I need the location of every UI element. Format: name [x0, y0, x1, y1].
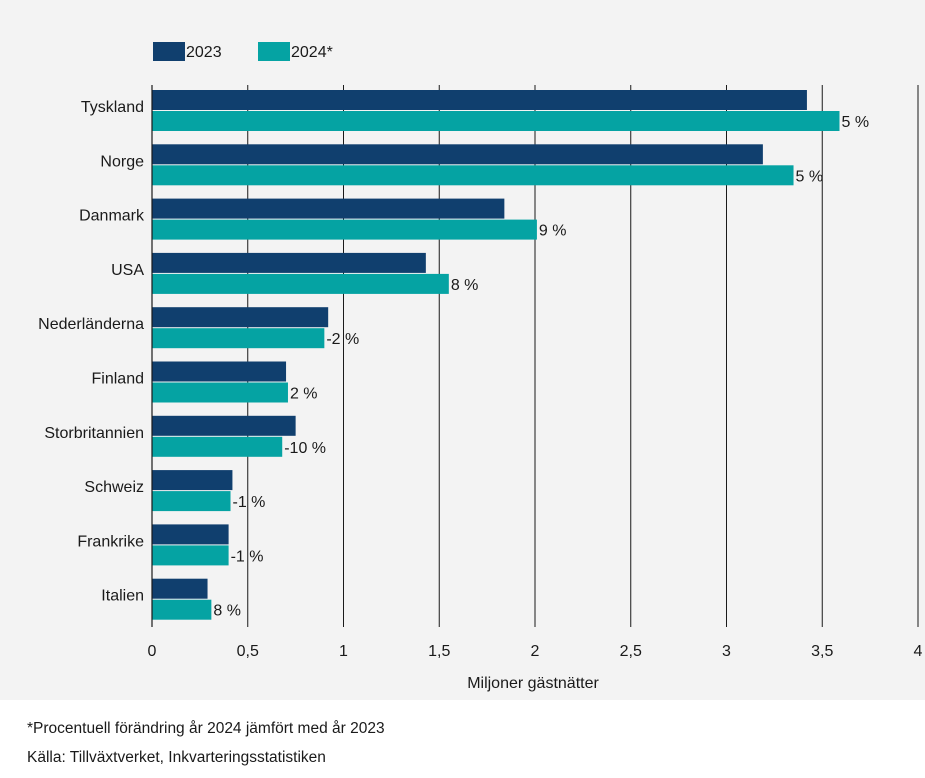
- category-label: Finland: [92, 371, 144, 388]
- bar-2023: [152, 90, 807, 110]
- data-label: -10 %: [284, 440, 326, 457]
- data-label: -1 %: [231, 548, 264, 565]
- bar-2023: [152, 252, 426, 273]
- x-tick-label: 3: [722, 643, 731, 660]
- bar-2023: [152, 198, 505, 219]
- chart: 5 % Tyskland 5 % Norge 9 % Danmark 8 % USA -2 % N…: [38, 42, 923, 692]
- bar-2024: [152, 436, 283, 457]
- data-label: -2 %: [326, 331, 359, 348]
- bar-2024: [152, 545, 229, 566]
- x-tick-label: 0: [148, 643, 157, 660]
- bar-2024: [152, 111, 840, 131]
- bar-2024: [152, 273, 449, 294]
- x-tick-label: 2: [531, 643, 540, 660]
- legend-swatch-2024: [258, 42, 290, 61]
- category-label: Storbritannien: [44, 425, 144, 442]
- bar-2024: [152, 491, 231, 512]
- data-label: -1 %: [233, 494, 266, 511]
- category-label: Frankrike: [77, 533, 144, 550]
- bar-2024: [152, 328, 325, 349]
- bar-2023: [152, 144, 763, 165]
- bar-2023: [152, 470, 233, 491]
- bar-2023: [152, 361, 287, 382]
- category-label: Danmark: [79, 208, 145, 225]
- category-label: USA: [111, 262, 144, 279]
- bar-2023: [152, 578, 208, 599]
- category-label: Nederländerna: [38, 316, 144, 333]
- bar-2024: [152, 165, 794, 186]
- x-tick-label: 3,5: [811, 643, 833, 660]
- category-label: Tyskland: [81, 99, 144, 116]
- x-tick-label: 4: [914, 643, 923, 660]
- category-label: Norge: [100, 153, 144, 170]
- bar-2023: [152, 307, 329, 328]
- x-tick-label: 1,5: [428, 643, 450, 660]
- data-label: 5 %: [796, 168, 824, 185]
- bar-2023: [152, 524, 229, 545]
- bar-2024: [152, 382, 288, 403]
- data-label: 8 %: [451, 277, 479, 294]
- x-tick-label: 0,5: [237, 643, 259, 660]
- data-label: 2 %: [290, 386, 318, 403]
- bar-2024: [152, 219, 537, 240]
- data-label: 5 %: [841, 114, 869, 131]
- chart-panel: 5 % Tyskland 5 % Norge 9 % Danmark 8 % USA -2 % N…: [0, 0, 925, 700]
- category-label: Schweiz: [84, 479, 144, 496]
- legend-label-2024: 2024*: [291, 44, 333, 61]
- legend-swatch-2023: [153, 42, 185, 61]
- source-note: Källa: Tillväxtverket, Inkvarteringsstat…: [27, 749, 326, 766]
- data-label: 8 %: [213, 603, 241, 620]
- legend-label-2023: 2023: [186, 44, 222, 61]
- data-label: 9 %: [539, 223, 567, 240]
- bar-2023: [152, 415, 296, 436]
- x-tick-label: 2,5: [620, 643, 642, 660]
- bar-2024: [152, 599, 212, 620]
- footnote: *Procentuell förändring år 2024 jämfört …: [27, 720, 385, 737]
- category-label: Italien: [101, 588, 144, 605]
- x-axis-title: Miljoner gästnätter: [467, 675, 599, 692]
- x-tick-label: 1: [339, 643, 348, 660]
